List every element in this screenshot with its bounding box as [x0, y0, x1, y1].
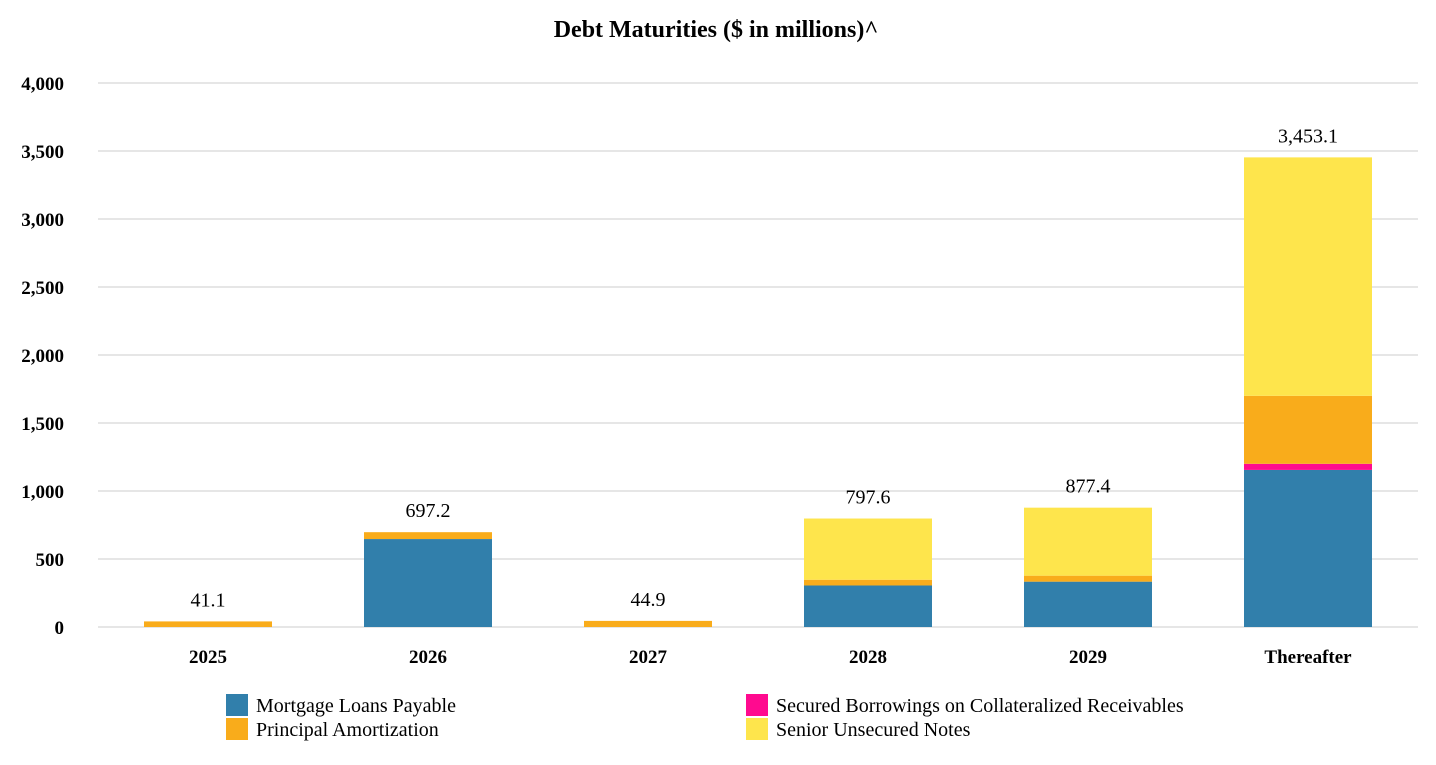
- y-tick-label: 3,000: [21, 210, 64, 231]
- bar-segment: [804, 585, 932, 627]
- bar-segment: [364, 532, 492, 540]
- y-tick-label: 2,500: [21, 278, 64, 299]
- y-tick-label: 0: [55, 618, 65, 639]
- x-tick-label: 2029: [1069, 647, 1107, 668]
- bar-total-label: 697.2: [406, 500, 451, 522]
- bar-segment: [804, 518, 932, 580]
- y-tick-label: 4,000: [21, 74, 64, 95]
- y-tick-label: 1,500: [21, 414, 64, 435]
- bar-segment: [144, 621, 272, 627]
- bar-segment: [584, 620, 712, 627]
- bar-segment: [1024, 507, 1152, 576]
- bar-segment: [1244, 463, 1372, 470]
- bar-segment: [364, 539, 492, 627]
- y-tick-label: 2,000: [21, 346, 64, 367]
- chart-title: Debt Maturities ($ in millions)^: [554, 17, 879, 43]
- legend-swatch: [226, 718, 248, 740]
- bar-segment: [1244, 395, 1372, 464]
- y-tick-label: 3,500: [21, 142, 64, 163]
- bar-total-label: 3,453.1: [1278, 125, 1338, 147]
- legend-swatch: [746, 718, 768, 740]
- bars: [144, 157, 1372, 627]
- legend-label: Secured Borrowings on Collateralized Rec…: [776, 695, 1184, 717]
- y-tick-label: 500: [36, 550, 65, 571]
- y-tick-label: 1,000: [21, 482, 64, 503]
- gridlines: [98, 82, 1418, 628]
- legend: Mortgage Loans Payable Secured Borrowings…: [226, 694, 1184, 741]
- bar-total-label: 877.4: [1066, 476, 1111, 498]
- bar-segment: [1244, 157, 1372, 396]
- bar-segment: [804, 579, 932, 586]
- bar-segment: [1244, 469, 1372, 627]
- legend-swatch: [746, 694, 768, 716]
- x-tick-label: Thereafter: [1264, 647, 1352, 668]
- legend-label: Principal Amortization: [256, 719, 439, 741]
- legend-label: Mortgage Loans Payable: [256, 695, 456, 717]
- x-tick-label: 2027: [629, 647, 668, 668]
- bar-segment: [1024, 581, 1152, 627]
- x-tick-label: 2025: [189, 647, 227, 668]
- bar-total-label: 797.6: [846, 487, 891, 509]
- x-tick-label: 2026: [409, 647, 447, 668]
- bar-segment: [1024, 575, 1152, 582]
- x-tick-label: 2028: [849, 647, 887, 668]
- legend-swatch: [226, 694, 248, 716]
- x-axis-ticks: 2025 2026 2027 2028 2029 Thereafter: [189, 647, 1352, 668]
- legend-label: Senior Unsecured Notes: [776, 719, 971, 741]
- bar-total-label: 41.1: [191, 589, 226, 611]
- data-labels: 41.1 697.2 44.9 797.6 877.4 3,453.1: [191, 125, 1339, 611]
- y-axis-ticks: 0 500 1,000 1,500 2,000 2,500 3,000 3,500 4,000: [21, 74, 64, 639]
- bar-total-label: 44.9: [631, 589, 666, 611]
